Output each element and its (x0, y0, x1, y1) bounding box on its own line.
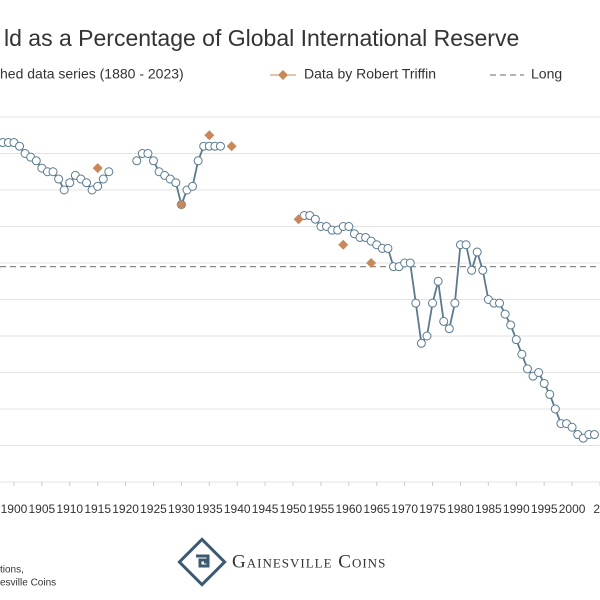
data-point (171, 178, 181, 188)
data-point (444, 324, 454, 334)
legend-label: Data by Robert Triffin (304, 66, 436, 82)
data-point (143, 149, 153, 158)
data-point (54, 174, 64, 184)
data-point (65, 178, 75, 188)
data-point (534, 368, 544, 377)
data-point (500, 309, 510, 319)
data-point (383, 243, 393, 253)
data-point (31, 156, 41, 166)
x-tick-label: 1915 (84, 502, 111, 516)
x-tick-label: 1945 (252, 502, 279, 516)
x-tick-label: 1980 (447, 502, 474, 516)
data-point (461, 240, 471, 250)
data-point (48, 167, 58, 177)
x-tick-label: 1990 (503, 502, 530, 516)
x-tick-label: 1970 (391, 502, 418, 516)
data-point (522, 364, 532, 374)
data-point (545, 389, 555, 399)
x-tick-label: 1975 (419, 502, 446, 516)
data-point (59, 185, 69, 195)
data-point (433, 276, 443, 286)
data-point (472, 247, 482, 257)
data-point-diamond (176, 199, 187, 210)
x-tick-label: 1960 (335, 502, 362, 516)
data-point (98, 174, 108, 184)
x-tick-label: 1950 (280, 502, 307, 516)
data-point-diamond (366, 258, 377, 268)
data-point (310, 214, 320, 224)
data-point (511, 335, 521, 345)
data-point (416, 338, 426, 348)
x-tick-label: 1925 (140, 502, 167, 516)
data-point (93, 181, 103, 191)
data-point (506, 320, 516, 330)
data-point (215, 141, 225, 151)
data-point (439, 316, 449, 326)
x-tick-label: 1900 (1, 502, 28, 516)
data-point (550, 404, 560, 414)
x-tick-label: 1930 (168, 502, 195, 516)
data-point-diamond (293, 214, 304, 225)
data-point (450, 298, 460, 308)
brand-logo (177, 537, 227, 587)
brand-name: Gainesville Coins (232, 551, 386, 572)
data-point (405, 258, 415, 268)
data-point (567, 422, 577, 432)
x-tick-label: 1955 (308, 502, 335, 516)
data-point (132, 156, 142, 166)
data-point (188, 181, 198, 191)
data-point-diamond (92, 163, 103, 174)
data-point-diamond (204, 130, 215, 141)
x-tick-label: 2000 (559, 502, 586, 516)
x-tick-label: 1920 (112, 502, 139, 516)
x-tick-label: 1910 (56, 502, 83, 516)
data-point (467, 265, 477, 275)
x-tick-label: 1905 (29, 502, 56, 516)
chart-title: ld as a Percentage of Global Internation… (4, 25, 519, 51)
legend-swatch (278, 70, 288, 80)
x-tick-label: 1995 (531, 502, 558, 516)
data-point (104, 167, 114, 177)
x-tick-label: 1985 (475, 502, 502, 516)
data-point (495, 298, 505, 308)
x-tick-label: 20 (593, 502, 600, 516)
data-point (148, 156, 158, 166)
data-point (15, 141, 25, 151)
data-point (422, 331, 432, 341)
footnote: tions, (0, 565, 24, 576)
x-tick-label: 1935 (196, 502, 223, 516)
data-point (517, 349, 527, 359)
data-point (478, 265, 488, 275)
data-point (344, 222, 354, 231)
data-point-diamond (226, 141, 237, 152)
data-point (411, 298, 421, 308)
x-tick-label: 1965 (363, 502, 390, 516)
legend-label: Long (531, 66, 562, 82)
x-tick-label: 1940 (224, 502, 251, 516)
data-point-diamond (338, 239, 349, 250)
data-point (539, 378, 549, 388)
data-point (82, 178, 92, 188)
legend-label: hed data series (1880 - 2023) (0, 66, 184, 82)
data-point (428, 298, 438, 308)
data-point (589, 430, 599, 440)
footnote: esville Coins (0, 578, 56, 589)
data-point (193, 156, 203, 166)
